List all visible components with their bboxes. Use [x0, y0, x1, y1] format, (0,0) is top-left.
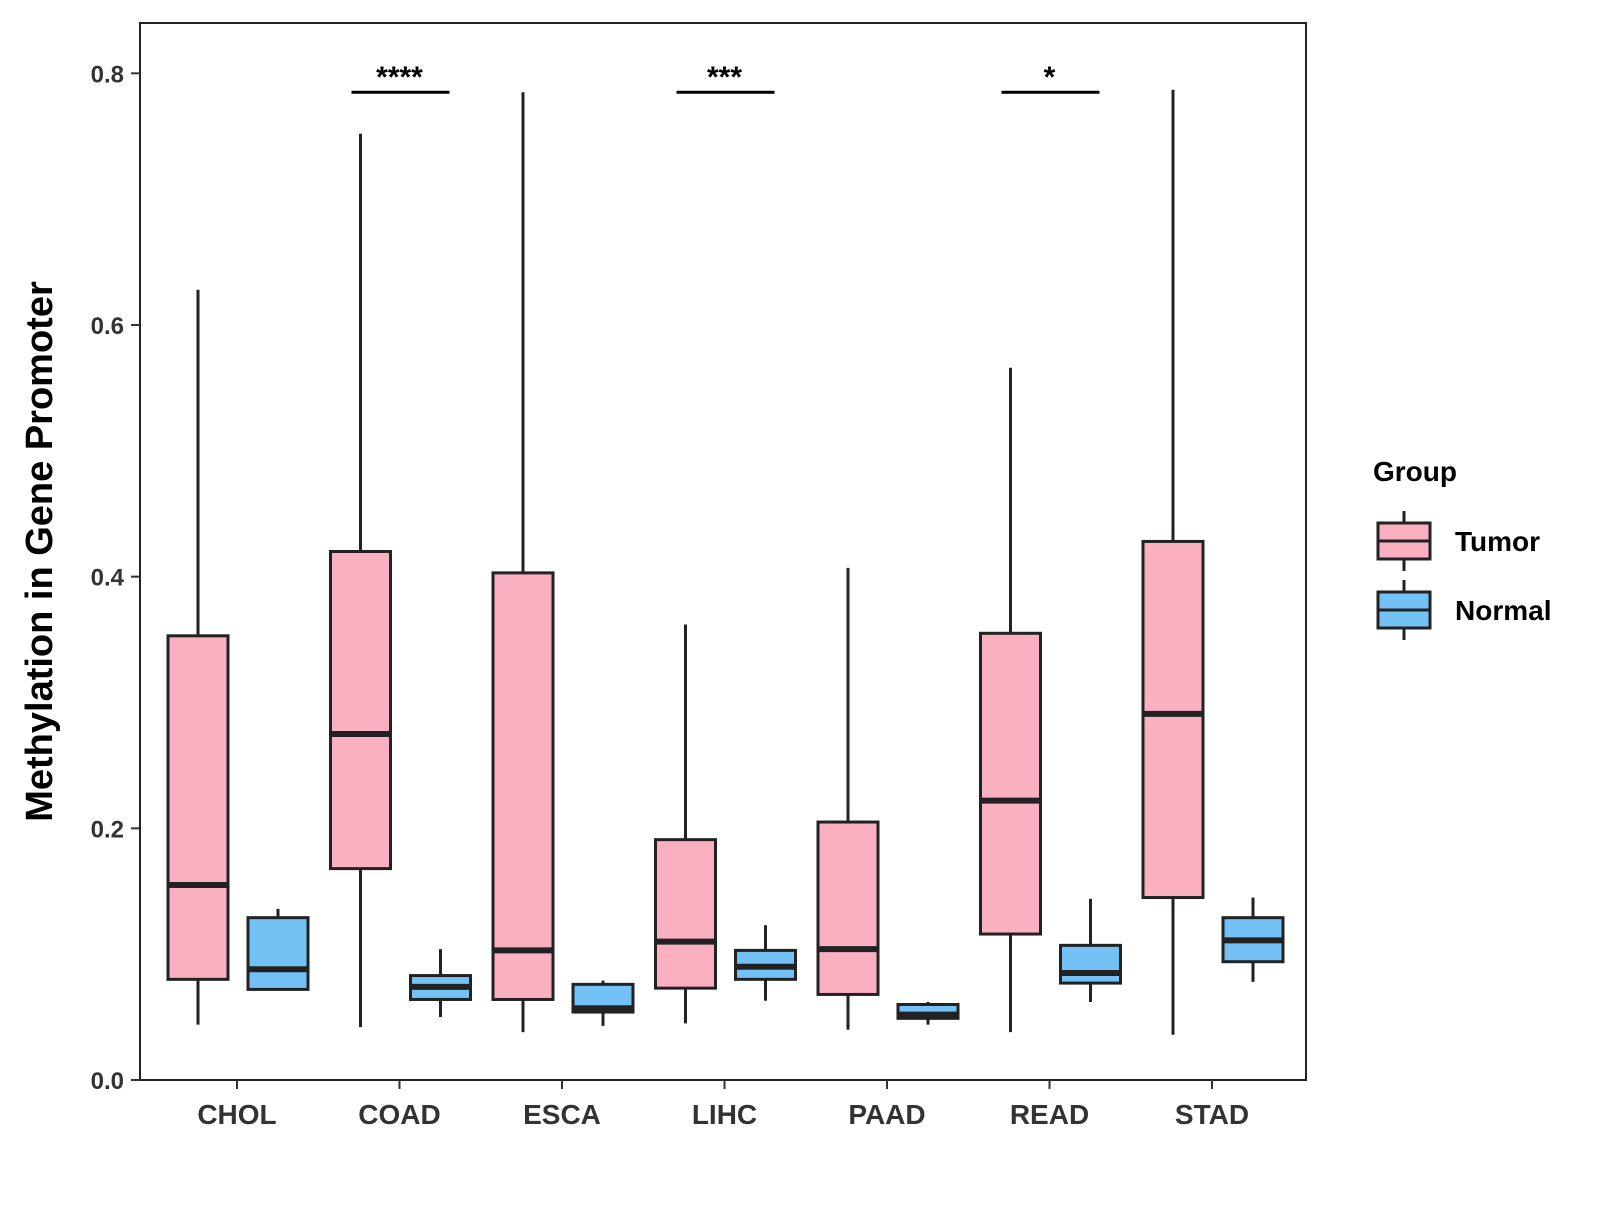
box-body [654, 838, 717, 990]
plot-panel [139, 22, 1307, 1081]
x-tick-label-lihc: LIHC [692, 1099, 757, 1130]
significance-label-lihc: *** [707, 61, 742, 94]
legend-label-tumor: Tumor [1455, 526, 1540, 557]
box-body [1059, 943, 1122, 985]
box-normal-read [1059, 898, 1122, 1002]
box-body [816, 820, 880, 996]
box-body [166, 634, 230, 981]
legend-key-tumor [1376, 511, 1432, 571]
box-body [246, 916, 310, 991]
legend: Group Tumor Normal [1373, 456, 1551, 640]
box-tumor-lihc [654, 624, 717, 1024]
y-tick-label: 0.8 [91, 61, 124, 88]
box-layer [166, 89, 1285, 1035]
box-normal-coad [409, 949, 472, 1018]
legend-label-normal: Normal [1455, 595, 1551, 626]
x-tick-label-esca: ESCA [523, 1099, 601, 1130]
box-tumor-chol [166, 289, 230, 1025]
box-tumor-read [979, 367, 1042, 1033]
x-tick-label-coad: COAD [358, 1099, 440, 1130]
x-tick-label-read: READ [1010, 1099, 1089, 1130]
plot-border [139, 22, 1307, 1081]
box-body [979, 631, 1042, 936]
box-body [1141, 539, 1205, 900]
y-tick-label: 0.4 [91, 565, 125, 592]
box-normal-lihc [734, 925, 797, 1001]
box-normal-paad [896, 1001, 960, 1025]
legend-title: Group [1373, 456, 1457, 487]
y-tick-label: 0.0 [91, 1068, 124, 1095]
axes-layer: 0.0 0.2 0.4 0.6 0.8 CHOL COAD ESCA LIHC PAAD READ S… [19, 61, 1249, 1130]
box-normal-esca [571, 980, 635, 1026]
y-axis-title: Methylation in Gene Promoter [19, 281, 61, 822]
box-tumor-stad [1141, 89, 1205, 1035]
box-tumor-coad [329, 133, 392, 1028]
x-tick-label-chol: CHOL [197, 1099, 276, 1130]
box-normal-chol [246, 908, 310, 991]
x-tick-label-paad: PAAD [848, 1099, 925, 1130]
box-body [329, 550, 392, 871]
y-tick-label: 0.6 [91, 313, 124, 340]
significance-label-read: * [1044, 61, 1056, 94]
box-tumor-paad [816, 567, 880, 1030]
legend-key-normal [1376, 580, 1432, 640]
box-tumor-esca [491, 92, 555, 1033]
significance-layer: **** *** * [351, 61, 1100, 94]
box-normal-stad [1221, 897, 1285, 982]
x-tick-label-stad: STAD [1175, 1099, 1249, 1130]
y-tick-label: 0.2 [91, 816, 124, 843]
significance-label-coad: **** [376, 61, 423, 94]
box-body [491, 571, 555, 1001]
